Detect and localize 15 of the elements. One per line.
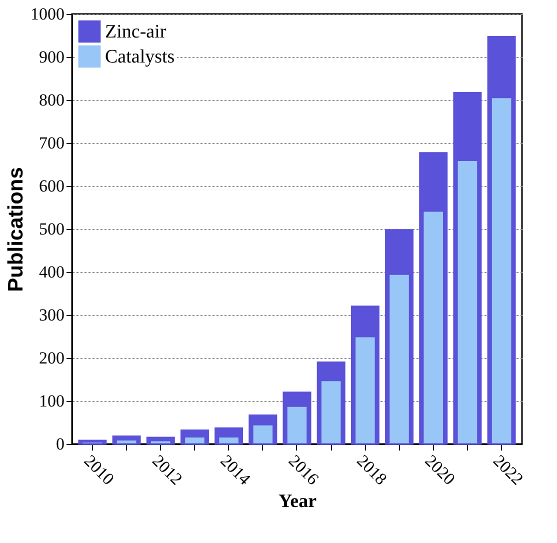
y-tick-label: 900 — [39, 48, 64, 66]
y-tick-label: 700 — [39, 134, 64, 152]
y-tick-label: 400 — [39, 262, 64, 282]
y-tick-label: 300 — [39, 306, 64, 324]
y-tick-label: 1000 — [30, 4, 64, 24]
y-tick-label: 200 — [39, 348, 64, 368]
y-tick-label: 100 — [39, 392, 64, 410]
y-axis-title: Publications — [4, 167, 28, 292]
x-axis-title: Year — [278, 490, 318, 512]
y-tick-label: 800 — [39, 90, 64, 110]
legend-label: Catalysts — [105, 46, 175, 68]
y-tick-label: 500 — [39, 220, 64, 238]
y-tick-label: 600 — [39, 176, 64, 196]
legend-label: Zinc-air — [105, 22, 167, 42]
y-tick-label: 0 — [56, 434, 64, 454]
